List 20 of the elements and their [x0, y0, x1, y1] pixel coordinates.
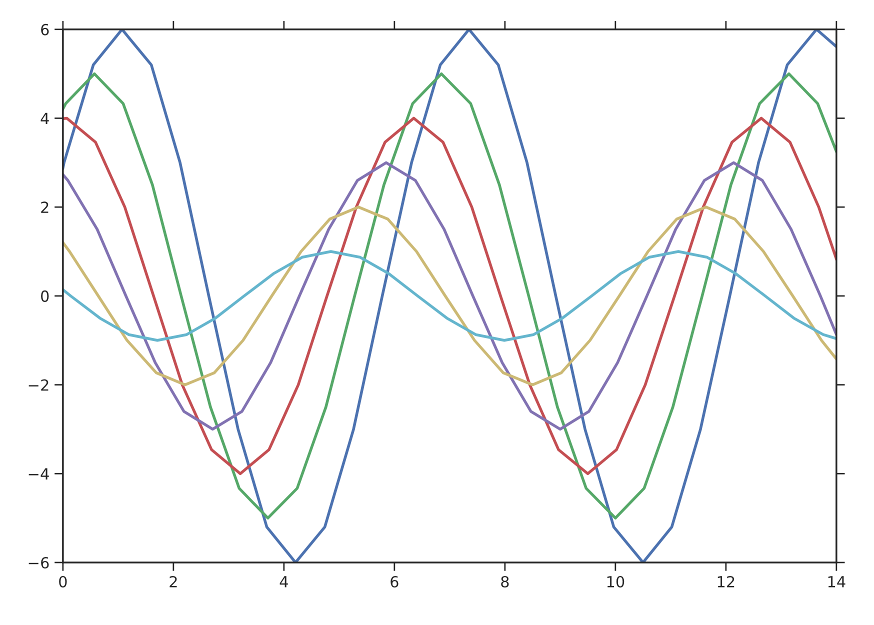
line-series	[62, 72, 836, 520]
y-tick-label: 0	[41, 290, 49, 302]
y-tick-label: −6	[28, 556, 49, 569]
y-tick-label: 2	[41, 202, 48, 213]
line-series	[62, 250, 836, 342]
x-tick-label: 8	[501, 576, 509, 588]
x-tick-label: 2	[170, 576, 177, 588]
y-tick-label: −4	[28, 468, 49, 480]
x-tick-label: 14	[828, 576, 846, 588]
x-tick-label: 6	[390, 576, 398, 588]
line-series	[62, 206, 836, 386]
y-tick-label: 6	[41, 24, 49, 36]
x-tick-label: 0	[59, 576, 67, 588]
x-tick-label: 10	[607, 576, 624, 588]
y-tick-label: −2	[28, 379, 48, 391]
y-tick-label: 4	[40, 112, 49, 124]
line-series	[62, 116, 836, 476]
line-series	[62, 161, 836, 431]
x-tick-label: 4	[280, 576, 288, 588]
x-tick-label: 12	[718, 576, 734, 588]
